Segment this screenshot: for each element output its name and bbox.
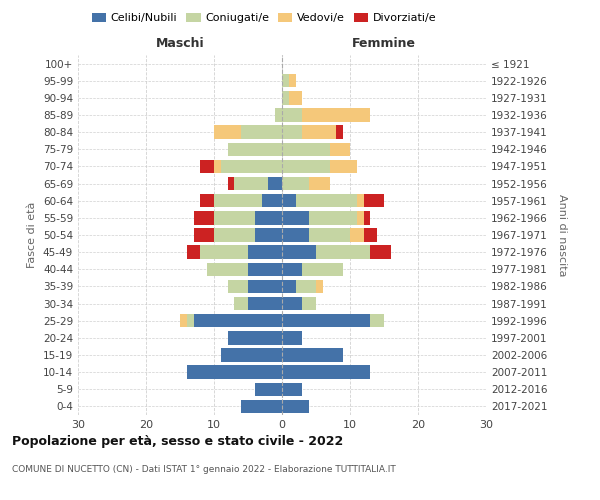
Bar (316, 280, 323, 293)
Bar (241, 400, 282, 413)
Bar (370, 246, 391, 259)
Bar (200, 160, 214, 173)
Bar (241, 126, 282, 139)
Bar (248, 280, 282, 293)
Bar (282, 228, 309, 241)
Bar (248, 246, 282, 259)
Bar (302, 262, 343, 276)
Bar (282, 262, 302, 276)
Bar (207, 262, 248, 276)
Bar (282, 246, 316, 259)
Bar (200, 246, 248, 259)
Bar (187, 314, 194, 328)
Bar (194, 228, 214, 241)
Bar (350, 228, 364, 241)
Bar (357, 194, 364, 207)
Bar (194, 314, 282, 328)
Y-axis label: Anni di nascita: Anni di nascita (557, 194, 567, 276)
Bar (248, 297, 282, 310)
Bar (296, 194, 357, 207)
Bar (227, 142, 282, 156)
Bar (282, 366, 370, 379)
Legend: Celibi/Nubili, Coniugati/e, Vedovi/e, Divorziati/e: Celibi/Nubili, Coniugati/e, Vedovi/e, Di… (88, 8, 440, 28)
Bar (370, 314, 384, 328)
Bar (309, 211, 357, 224)
Bar (282, 314, 370, 328)
Text: Femmine: Femmine (352, 37, 416, 50)
Bar (194, 211, 214, 224)
Bar (364, 194, 384, 207)
Bar (329, 142, 350, 156)
Bar (316, 246, 370, 259)
Bar (357, 211, 364, 224)
Bar (289, 91, 302, 104)
Bar (329, 160, 357, 173)
Bar (309, 228, 350, 241)
Bar (255, 211, 282, 224)
Bar (187, 366, 282, 379)
Bar (221, 160, 282, 173)
Y-axis label: Fasce di età: Fasce di età (28, 202, 37, 268)
Bar (282, 160, 329, 173)
Bar (364, 228, 377, 241)
Bar (255, 382, 282, 396)
Bar (282, 74, 289, 88)
Bar (289, 74, 296, 88)
Bar (282, 297, 302, 310)
Bar (282, 280, 296, 293)
Bar (282, 194, 296, 207)
Bar (227, 331, 282, 344)
Bar (227, 280, 248, 293)
Bar (296, 280, 316, 293)
Bar (227, 177, 235, 190)
Bar (282, 126, 302, 139)
Bar (180, 314, 187, 328)
Bar (235, 177, 268, 190)
Bar (309, 177, 329, 190)
Bar (200, 194, 214, 207)
Bar (282, 211, 309, 224)
Bar (235, 297, 248, 310)
Bar (248, 262, 282, 276)
Text: Maschi: Maschi (155, 37, 205, 50)
Bar (364, 211, 370, 224)
Bar (255, 228, 282, 241)
Bar (337, 126, 343, 139)
Bar (221, 348, 282, 362)
Bar (302, 297, 316, 310)
Bar (282, 91, 289, 104)
Bar (302, 126, 337, 139)
Bar (187, 246, 200, 259)
Bar (214, 160, 221, 173)
Bar (282, 177, 309, 190)
Bar (214, 211, 255, 224)
Text: COMUNE DI NUCETTO (CN) - Dati ISTAT 1° gennaio 2022 - Elaborazione TUTTITALIA.IT: COMUNE DI NUCETTO (CN) - Dati ISTAT 1° g… (12, 465, 396, 474)
Bar (282, 348, 343, 362)
Bar (275, 108, 282, 122)
Bar (282, 108, 302, 122)
Bar (268, 177, 282, 190)
Bar (302, 108, 370, 122)
Bar (282, 382, 302, 396)
Bar (282, 331, 302, 344)
Bar (282, 142, 329, 156)
Bar (214, 194, 262, 207)
Bar (214, 228, 255, 241)
Bar (282, 400, 309, 413)
Bar (214, 126, 241, 139)
Text: Popolazione per età, sesso e stato civile - 2022: Popolazione per età, sesso e stato civil… (12, 435, 343, 448)
Bar (262, 194, 282, 207)
